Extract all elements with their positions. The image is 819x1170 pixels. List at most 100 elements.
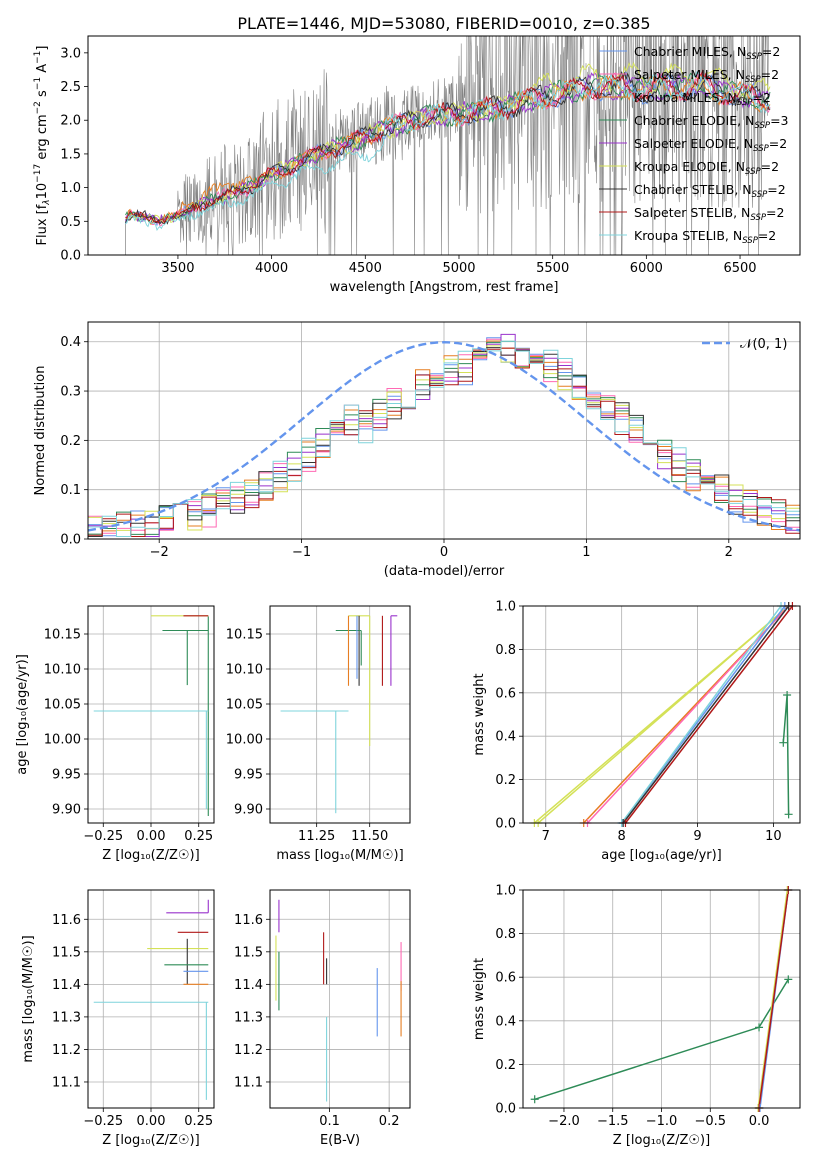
- x-axis-label: wavelength [Angstrom, rest frame]: [330, 280, 559, 295]
- y-tick-label: 11.3: [52, 1010, 81, 1025]
- y-tick-label: 11.4: [52, 978, 81, 993]
- x-tick-label: 0.2: [379, 1114, 400, 1129]
- panel-spectrum: 3500 4000 4500 5000 5500 6000 6500 0.0 0.5 1.0 1.5…: [33, 35, 801, 295]
- y-tick-label: 10.10: [226, 663, 263, 678]
- model-line: [125, 69, 771, 224]
- point-marker: [755, 1023, 764, 1032]
- x-tick-label: 7: [542, 829, 550, 844]
- plot-area: [93, 899, 209, 1100]
- panel-mass-vs-EBV: 0.1 0.2 11.1 11.2 11.3 11.4 11.5 11.6 E(B-V): [234, 889, 411, 1148]
- y-tick-label: 0.6: [495, 971, 516, 986]
- y-tick-label: 9.95: [52, 768, 81, 783]
- point-marker: [779, 738, 788, 747]
- point-marker: [784, 810, 793, 819]
- x-tick-label: 0.25: [184, 829, 213, 844]
- histogram-step: [88, 340, 800, 537]
- x-tick-label: −2.0: [548, 1114, 580, 1129]
- y-tick-label: 0.3: [60, 385, 81, 400]
- y-tick-label: 0.2: [495, 1058, 516, 1073]
- normal-curve: [88, 340, 800, 532]
- y-axis-label: mass weight: [472, 958, 487, 1040]
- x-tick-label: 0.0: [749, 1114, 770, 1129]
- weight-line: [624, 606, 793, 823]
- axes-frame: [87, 889, 215, 1109]
- panel-weight-vs-Z: −2.0 −1.5 −1.0 −0.5 0.0 0.0 0.2 0.4 0.6 0.8 1.0 Z […: [472, 884, 801, 1148]
- y-tick-label: 0.4: [495, 1014, 516, 1029]
- x-tick-label: 9: [693, 829, 701, 844]
- y-tick-label: 0.2: [495, 773, 516, 788]
- y-tick-label: 9.90: [234, 803, 263, 818]
- weight-line: [757, 890, 789, 1108]
- y-tick-label: 10.05: [226, 698, 263, 713]
- y-tick-label: 10.10: [44, 663, 81, 678]
- weight-line: [758, 890, 790, 1108]
- panel-mass-vs-Z: −0.25 0.00 0.25 11.1 11.2 11.3 11.4 11.5 11.6 Z […: [21, 889, 215, 1148]
- legend-label: Salpeter MILES, NSSP=2: [634, 67, 779, 85]
- x-tick-label: 0.00: [137, 1114, 166, 1129]
- x-axis-label: Z [log₁₀(Z/Z☉)]: [102, 1133, 199, 1148]
- y-tick-label: 0.1: [60, 483, 81, 498]
- x-tick-label: 6000: [630, 261, 663, 276]
- y-tick-label: 10.05: [44, 698, 81, 713]
- plot-area: [93, 615, 209, 816]
- legend-label: Chabrier MILES, NSSP=2: [634, 44, 780, 62]
- y-tick-label: 2.5: [60, 80, 81, 95]
- legend-label: Kroupa ELODIE, NSSP=2: [634, 159, 779, 177]
- figure-title: PLATE=1446, MJD=53080, FIBERID=0010, z=0…: [237, 14, 650, 33]
- point-marker: [784, 975, 793, 984]
- y-tick-label: 0.8: [495, 643, 516, 658]
- x-axis-label: age [log₁₀(age/yr)]: [601, 848, 722, 863]
- legend-label: 𝒩(0, 1): [740, 337, 787, 352]
- axes-frame: [87, 605, 215, 824]
- y-tick-label: 1.5: [60, 147, 81, 162]
- weight-line: [533, 606, 790, 823]
- y-tick-label: 10.15: [44, 628, 81, 643]
- y-tick-label: 0.5: [60, 215, 81, 230]
- x-tick-label: 5500: [536, 261, 569, 276]
- x-tick-label: 0.25: [184, 1114, 213, 1129]
- y-tick-label: 1.0: [495, 600, 516, 615]
- x-tick-label: 0.1: [319, 1114, 340, 1129]
- weight-line: [621, 606, 782, 823]
- axes-frame: [269, 889, 411, 1109]
- plot-area: [534, 890, 790, 1108]
- y-tick-label: 11.1: [52, 1075, 81, 1090]
- legend-label: Kroupa MILES, NSSP=2: [634, 90, 771, 108]
- y-tick-label: 0.4: [60, 335, 81, 350]
- x-tick-label: 0.00: [137, 829, 166, 844]
- model-line: [125, 70, 771, 227]
- x-tick-label: 0: [440, 545, 448, 560]
- observed-spectrum: [127, 36, 769, 255]
- y-axis-label: mass [log₁₀(M/M☉)]: [21, 935, 36, 1062]
- plot-area: [88, 333, 800, 537]
- x-tick-label: 11.25: [298, 829, 335, 844]
- y-tick-label: 11.6: [234, 913, 263, 928]
- x-tick-label: −0.25: [83, 1114, 123, 1129]
- x-axis-label: Z [log₁₀(Z/Z☉)]: [102, 848, 199, 863]
- y-tick-label: 11.4: [234, 978, 263, 993]
- axes-frame: [522, 605, 801, 824]
- y-tick-label: 11.5: [52, 945, 81, 960]
- y-tick-label: 0.2: [60, 434, 81, 449]
- legend-label: Salpeter ELODIE, NSSP=2: [634, 136, 787, 154]
- plot-area: [125, 36, 771, 255]
- x-tick-label: 11.50: [351, 829, 388, 844]
- y-axis-label: mass weight: [472, 673, 487, 755]
- y-tick-label: 0.0: [495, 817, 516, 832]
- legend: Chabrier MILES, NSSP=2 Salpeter MILES, NS…: [599, 44, 789, 246]
- y-axis-label: age [log₁₀(age/yr)]: [15, 654, 30, 775]
- x-tick-label: 1: [582, 545, 590, 560]
- y-axis-label: Normed distribution: [33, 366, 48, 496]
- model-line: [125, 71, 771, 232]
- panel-residuals: −2 −1 0 1 2 0.0 0.1 0.2 0.3 0.4 (data-model)/error…: [33, 321, 801, 579]
- y-tick-label: 10.15: [226, 628, 263, 643]
- x-tick-label: 8: [618, 829, 626, 844]
- axes-frame: [87, 35, 801, 256]
- y-tick-label: 0.6: [495, 686, 516, 701]
- x-tick-label: 6500: [723, 261, 756, 276]
- x-tick-label: −1.0: [646, 1114, 678, 1129]
- y-tick-label: 11.5: [234, 945, 263, 960]
- panel-age-vs-mass: 11.25 11.50 9.90 9.95 10.00 10.05 10.10 10.15 ma…: [226, 605, 411, 863]
- y-tick-label: 11.3: [234, 1010, 263, 1025]
- y-tick-label: 11.2: [234, 1043, 263, 1058]
